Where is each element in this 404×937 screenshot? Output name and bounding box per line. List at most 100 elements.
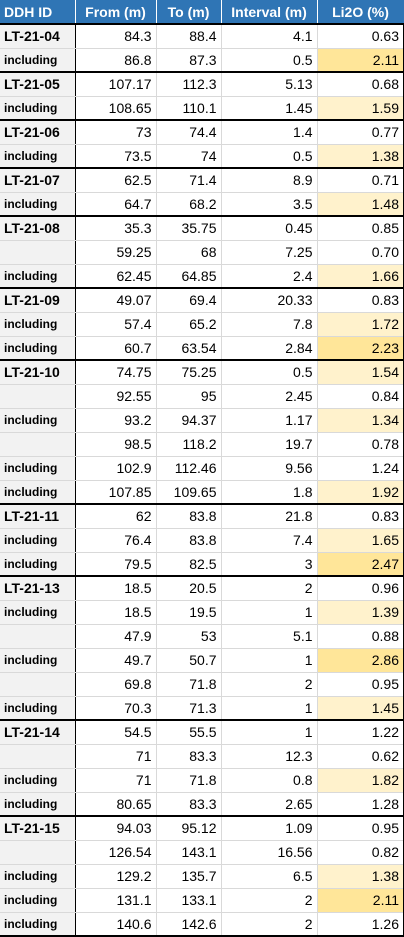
- ddh-id-cell: including: [0, 600, 76, 625]
- from-cell: 62: [75, 503, 157, 529]
- from-cell: 107.85: [75, 480, 157, 505]
- header-li2o: Li2O (%): [317, 0, 404, 24]
- interval-cell: 21.8: [221, 503, 318, 529]
- table-row: including 49.7 50.7 1 2.86: [0, 648, 404, 673]
- table-row: including 79.5 82.5 3 2.47: [0, 552, 404, 577]
- from-cell: 62.45: [75, 264, 157, 289]
- from-cell: 18.5: [75, 600, 157, 625]
- li2o-cell: 0.70: [316, 240, 404, 265]
- ddh-id-cell: LT-21-09: [0, 287, 76, 313]
- table-row: including 62.45 64.85 2.4 1.66: [0, 264, 404, 289]
- ddh-id-cell: [0, 624, 76, 649]
- interval-cell: 6.5: [221, 864, 318, 889]
- li2o-cell: 2.86: [316, 648, 404, 673]
- from-cell: 126.54: [75, 840, 157, 865]
- to-cell: 19.5: [156, 600, 222, 625]
- to-cell: 118.2: [156, 432, 222, 457]
- interval-cell: 4.1: [221, 23, 318, 49]
- to-cell: 71.8: [156, 768, 222, 793]
- to-cell: 109.65: [156, 480, 222, 505]
- to-cell: 88.4: [156, 23, 222, 49]
- li2o-cell: 0.82: [316, 840, 404, 865]
- li2o-cell: 1.39: [316, 600, 404, 625]
- interval-cell: 7.25: [221, 240, 318, 265]
- to-cell: 63.54: [156, 336, 222, 361]
- li2o-cell: 0.63: [316, 23, 404, 49]
- li2o-cell: 2.47: [316, 552, 404, 577]
- li2o-cell: 0.88: [316, 624, 404, 649]
- interval-cell: 16.56: [221, 840, 318, 865]
- ddh-id-cell: including: [0, 792, 76, 817]
- li2o-cell: 1.82: [316, 768, 404, 793]
- interval-cell: 1.45: [221, 96, 318, 121]
- ddh-id-cell: including: [0, 648, 76, 673]
- to-cell: 135.7: [156, 864, 222, 889]
- table-row: including 129.2 135.7 6.5 1.38: [0, 864, 404, 889]
- table-row: 47.9 53 5.1 0.88: [0, 624, 404, 649]
- from-cell: 84.3: [75, 23, 157, 49]
- li2o-cell: 0.62: [316, 744, 404, 769]
- li2o-cell: 1.92: [316, 480, 404, 505]
- to-cell: 68: [156, 240, 222, 265]
- table-row: including 71 71.8 0.8 1.82: [0, 768, 404, 793]
- table-row: including 107.85 109.65 1.8 1.92: [0, 480, 404, 505]
- to-cell: 83.3: [156, 792, 222, 817]
- ddh-id-cell: LT-21-11: [0, 503, 76, 529]
- li2o-cell: 2.23: [316, 336, 404, 361]
- interval-cell: 2: [221, 575, 318, 601]
- to-cell: 20.5: [156, 575, 222, 601]
- li2o-cell: 1.48: [316, 192, 404, 217]
- from-cell: 49.07: [75, 287, 157, 313]
- to-cell: 82.5: [156, 552, 222, 577]
- from-cell: 140.6: [75, 912, 157, 937]
- table-row: including 76.4 83.8 7.4 1.65: [0, 528, 404, 553]
- to-cell: 83.8: [156, 503, 222, 529]
- ddh-id-cell: including: [0, 888, 76, 913]
- li2o-cell: 1.38: [316, 864, 404, 889]
- ddh-id-cell: LT-21-08: [0, 215, 76, 241]
- to-cell: 83.8: [156, 528, 222, 553]
- to-cell: 35.75: [156, 215, 222, 241]
- li2o-cell: 2.11: [316, 888, 404, 913]
- ddh-id-cell: [0, 384, 76, 409]
- to-cell: 74: [156, 144, 222, 169]
- table-row: 92.55 95 2.45 0.84: [0, 384, 404, 409]
- ddh-id-cell: including: [0, 144, 76, 169]
- to-cell: 71.3: [156, 696, 222, 721]
- li2o-cell: 0.83: [316, 503, 404, 529]
- table-row: LT-21-08 35.3 35.75 0.45 0.85: [0, 215, 404, 241]
- from-cell: 76.4: [75, 528, 157, 553]
- li2o-cell: 0.95: [316, 815, 404, 841]
- ddh-id-cell: LT-21-07: [0, 167, 76, 193]
- ddh-id-cell: [0, 432, 76, 457]
- interval-cell: 1: [221, 648, 318, 673]
- ddh-id-cell: including: [0, 864, 76, 889]
- ddh-id-cell: LT-21-05: [0, 71, 76, 97]
- to-cell: 142.6: [156, 912, 222, 937]
- ddh-id-cell: including: [0, 336, 76, 361]
- interval-cell: 1.17: [221, 408, 318, 433]
- header-row: DDH ID From (m) To (m) Interval (m) Li2O…: [0, 0, 404, 24]
- ddh-id-cell: LT-21-10: [0, 359, 76, 385]
- interval-cell: 20.33: [221, 287, 318, 313]
- interval-cell: 7.4: [221, 528, 318, 553]
- table-row: including 60.7 63.54 2.84 2.23: [0, 336, 404, 361]
- table-row: LT-21-15 94.03 95.12 1.09 0.95: [0, 815, 404, 841]
- from-cell: 102.9: [75, 456, 157, 481]
- table-row: 59.25 68 7.25 0.70: [0, 240, 404, 265]
- table-row: LT-21-14 54.5 55.5 1 1.22: [0, 719, 404, 745]
- to-cell: 55.5: [156, 719, 222, 745]
- to-cell: 75.25: [156, 359, 222, 385]
- interval-cell: 0.5: [221, 48, 318, 73]
- to-cell: 112.46: [156, 456, 222, 481]
- li2o-cell: 1.22: [316, 719, 404, 745]
- li2o-cell: 0.96: [316, 575, 404, 601]
- to-cell: 133.1: [156, 888, 222, 913]
- table-header: DDH ID From (m) To (m) Interval (m) Li2O…: [0, 0, 404, 24]
- table-row: including 86.8 87.3 0.5 2.11: [0, 48, 404, 73]
- interval-cell: 3.5: [221, 192, 318, 217]
- from-cell: 129.2: [75, 864, 157, 889]
- header-from: From (m): [75, 0, 157, 24]
- table-row: 69.8 71.8 2 0.95: [0, 672, 404, 697]
